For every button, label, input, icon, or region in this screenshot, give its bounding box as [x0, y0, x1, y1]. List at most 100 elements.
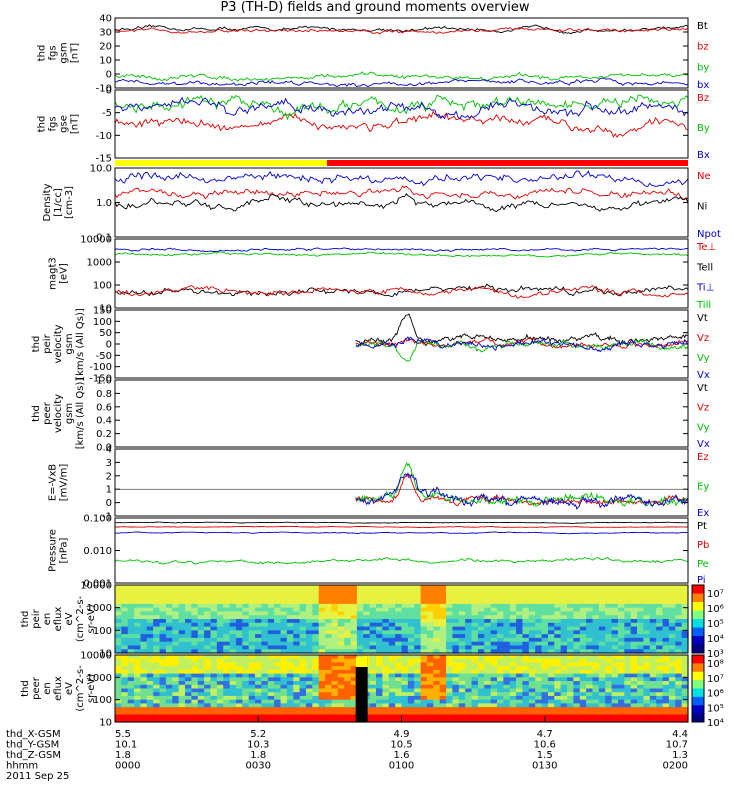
spectrogram-cell: [242, 607, 250, 613]
spectrogram-cell: [191, 622, 199, 628]
spectrogram-cell: [656, 630, 664, 635]
spectrogram-cell: [516, 585, 524, 590]
spectrogram-cell: [522, 600, 530, 605]
spectrogram-cell: [369, 641, 377, 647]
spectrogram-cell: [522, 596, 530, 601]
spectrogram-cell: [382, 681, 390, 686]
spectrogram-cell: [369, 592, 377, 597]
spectrogram-cell: [541, 611, 549, 616]
spectrogram-cell: [382, 615, 390, 620]
footer-value: 0200: [663, 761, 688, 772]
spectrogram-cell: [299, 695, 307, 701]
spectrogram-cell: [388, 710, 396, 716]
spectrogram-cell: [242, 619, 250, 624]
spectrogram-cell: [235, 615, 243, 620]
footer-value: 10.1: [115, 740, 137, 751]
spectrogram-cell: [318, 658, 326, 664]
spectrogram-cell: [649, 662, 657, 667]
spectrogram-cell: [191, 649, 199, 654]
spectrogram-cell: [509, 596, 517, 601]
spectrogram-cell: [643, 699, 651, 704]
spectrogram-cell: [337, 714, 345, 719]
spectrogram-cell: [299, 707, 307, 712]
spectrogram-cell: [490, 626, 498, 631]
spectrogram-cell: [229, 666, 237, 671]
spectrogram-cell: [376, 681, 383, 686]
spectrogram-cell: [522, 611, 530, 616]
spectrogram-cell: [675, 673, 683, 678]
spectrogram-cell: [344, 649, 352, 654]
spectrogram-cell: [312, 707, 320, 712]
spectrogram-cell: [376, 645, 383, 650]
spectrogram-cell: [617, 673, 625, 678]
spectrogram-cell: [134, 622, 142, 628]
spectrogram-cell: [630, 688, 638, 693]
spectrogram-cell: [325, 600, 333, 605]
spectrogram-cell: [178, 626, 186, 631]
spectrogram-cell: [197, 703, 205, 708]
spectrogram-cell: [210, 692, 218, 697]
spectrogram-cell: [312, 626, 320, 631]
spectrogram-cell: [439, 645, 447, 650]
spectrogram-cell: [490, 703, 498, 708]
spectrogram-cell: [611, 622, 619, 628]
spectrogram-cell: [535, 658, 543, 664]
spectrogram-cell: [350, 692, 358, 697]
spectrogram-cell: [643, 596, 651, 601]
spectrogram-cell: [248, 585, 256, 590]
spectrogram-cell: [274, 718, 282, 723]
spectrogram-cell: [426, 703, 434, 708]
spectrogram-cell: [204, 596, 212, 601]
spectrogram-cell: [598, 669, 606, 675]
spectrogram-cell: [146, 600, 154, 605]
spectrogram-cell: [261, 662, 269, 667]
spectrogram-cell: [586, 615, 594, 620]
y-axis-label-line: sr-eV): [86, 674, 97, 703]
spectrogram-cell: [420, 626, 428, 631]
spectrogram-cell: [248, 592, 256, 597]
spectrogram-cell: [153, 666, 161, 671]
spectrogram-cell: [446, 615, 454, 620]
spectrogram-cell: [229, 677, 237, 682]
spectrogram-cell: [274, 677, 282, 682]
spectrogram-cell: [624, 622, 632, 628]
spectrogram-cell: [331, 681, 339, 686]
spectrogram-cell: [535, 655, 543, 660]
spectrogram-cell: [235, 630, 243, 635]
spectrogram-cell: [267, 615, 275, 620]
spectrogram-cell: [624, 707, 632, 712]
spectrogram-cell: [134, 607, 142, 613]
spectrogram-cell: [127, 603, 135, 609]
spectrogram-cell: [573, 634, 581, 639]
spectrogram-cell: [617, 684, 625, 690]
spectrogram-cell: [509, 615, 517, 620]
spectrogram-cell: [439, 655, 447, 660]
spectrogram-cell: [522, 626, 530, 631]
spectrogram-cell: [554, 695, 562, 701]
spectrogram-cell: [306, 707, 313, 712]
spectrogram-cell: [325, 703, 333, 708]
spectrogram-cell: [662, 655, 670, 660]
spectrogram-cell: [248, 707, 256, 712]
spectrogram-cell: [306, 684, 313, 690]
spectrogram-cell: [541, 669, 549, 675]
spectrogram-cell: [318, 649, 326, 654]
spectrogram-cell: [433, 600, 441, 605]
spectrogram-cell: [452, 688, 460, 693]
spectrogram-cell: [630, 585, 638, 590]
spectrogram-cell: [439, 699, 447, 704]
spectrogram-cell: [656, 626, 664, 631]
spectrogram-cell: [611, 684, 619, 690]
spectrogram-cell: [573, 630, 581, 635]
spectrogram-cell: [681, 619, 689, 624]
spectrogram-cell: [484, 592, 492, 597]
spectrogram-cell: [146, 645, 154, 650]
spectrogram-cell: [490, 699, 498, 704]
spectrogram-cell: [573, 714, 581, 719]
spectrogram-cell: [611, 611, 619, 616]
spectrogram-cell: [420, 695, 428, 701]
spectrogram-cell: [509, 677, 517, 682]
spectrogram-cell: [477, 592, 485, 597]
spectrogram-cell: [477, 710, 485, 716]
spectrogram-cell: [235, 662, 243, 667]
